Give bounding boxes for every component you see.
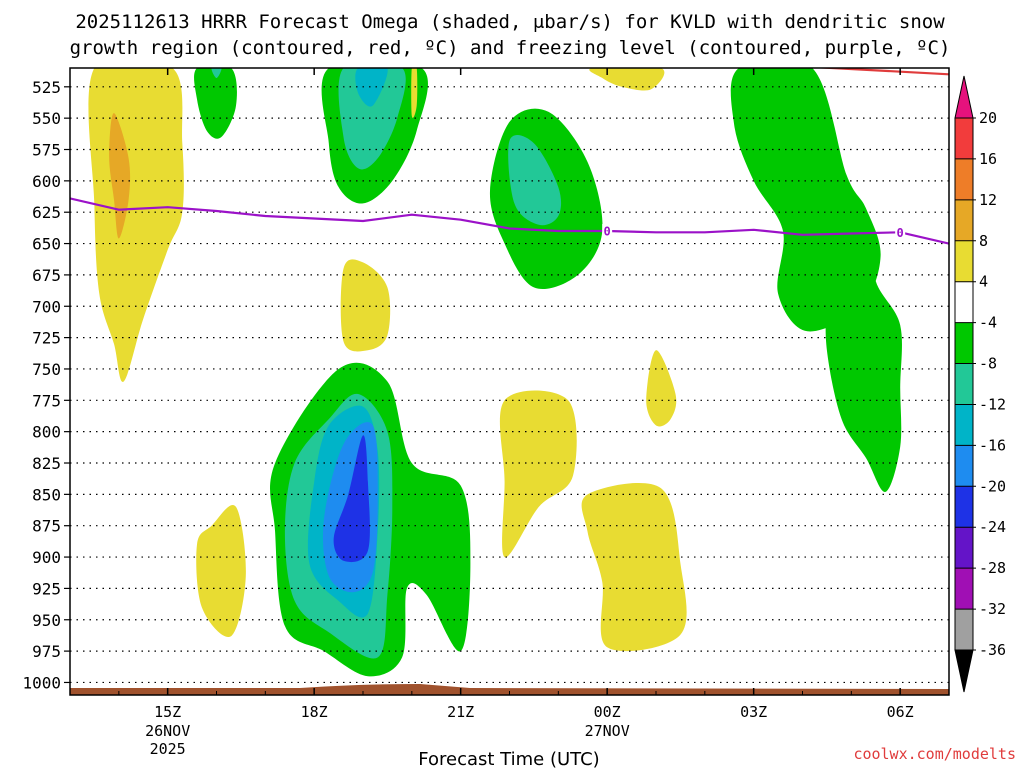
x-axis-label: Forecast Time (UTC) [418,749,599,768]
xtick-date-00Z: 27NOV [585,722,630,740]
colorbar-label-3: 12 [979,191,997,209]
omega-region-4 [211,68,222,78]
ytick-label-600: 600 [32,172,61,191]
freezing-level-label-2: 0 [897,226,904,240]
xtick-date-15Z: 26NOV [145,722,190,740]
ytick-label-875: 875 [32,517,61,536]
colorbar-label-14: -36 [979,641,1006,659]
colorbar-band-12 [955,568,973,610]
colorbar-band-5 [955,281,973,324]
omega-region-23 [333,435,370,563]
omega-region-17 [581,482,687,652]
colorbar-band-3 [955,199,973,242]
ytick-label-925: 925 [32,579,61,598]
colorbar-label-9: -16 [979,436,1006,454]
colorbar-band-13 [955,609,973,651]
omega-region-7 [355,68,388,107]
ytick-label-975: 975 [32,642,61,661]
ytick-label-525: 525 [32,78,61,97]
surface-terrain [70,684,949,695]
omega-region-3 [194,68,237,139]
ytick-label-950: 950 [32,611,61,630]
credit-text: coolwx.com/modelts [853,745,1016,763]
omega-region-2 [109,113,131,239]
colorbar-band-11 [955,527,973,569]
ytick-label-775: 775 [32,391,61,410]
ytick-label-1000: 1000 [22,673,61,692]
omega-region-6 [338,68,406,170]
colorbar-label-1: 20 [979,109,997,127]
dendritic-growth-contour [811,68,949,76]
colorbar-band-8 [955,404,973,446]
chart-title-line-2: growth region (contoured, red, ºC) and f… [70,37,951,59]
freezing-label-bg [895,225,906,239]
chart-title-line-1: 2025112613 HRRR Forecast Omega (shaded, … [75,11,945,33]
omega-region-8 [411,68,418,118]
colorbar-band-9 [955,445,973,487]
freezing-level-line [70,197,949,245]
omega-region-18 [196,504,246,637]
colorbar-band-7 [955,363,973,405]
xtick-label-06Z: 06Z [887,703,914,721]
colorbar-label-5: 4 [979,273,988,291]
ytick-label-825: 825 [32,454,61,473]
omega-region-15 [646,350,677,427]
colorbar: 20 16 12 8 4 -4 -8 -12 -16 -20 -24 -28 -32 -36 [954,75,1006,693]
ytick-label-650: 650 [32,235,61,254]
colorbar-label-13: -32 [979,600,1006,618]
omega-region-14 [340,259,391,352]
xtick-label-00Z: 00Z [594,703,621,721]
ytick-label-900: 900 [32,548,61,567]
ytick-label-575: 575 [32,141,61,160]
colorbar-label-2: 16 [979,150,997,168]
colorbar-band-10 [955,486,973,528]
ytick-label-750: 750 [32,360,61,379]
colorbar-label-6: -4 [979,314,997,332]
colorbar-label-7: -8 [979,355,997,373]
colorbar-label-4: 8 [979,232,988,250]
omega-region-10 [508,135,562,226]
ytick-label-625: 625 [32,203,61,222]
colorbar-band-6 [955,322,973,365]
xtick-label-15Z: 15Z [154,703,181,721]
ytick-label-800: 800 [32,423,61,442]
colorbar-band-4 [955,240,973,283]
colorbar-label-8: -12 [979,395,1006,413]
ytick-label-725: 725 [32,329,61,348]
freezing-level-label-1: 0 [604,225,611,239]
freezing-label-bg [602,224,613,238]
omega-region-13 [825,200,902,492]
colorbar-band-2 [955,158,973,201]
omega-region-11 [589,68,665,91]
colorbar-label-10: -20 [979,477,1006,495]
colorbar-label-11: -24 [979,518,1006,536]
colorbar-band-1 [955,118,973,160]
xtick-label-18Z: 18Z [301,703,328,721]
ytick-label-550: 550 [32,109,61,128]
pressure-axis: 525 550 575 600 625 650 675 700 725 750 775 800 825 8… [22,78,70,692]
ytick-label-700: 700 [32,297,61,316]
ytick-label-850: 850 [32,485,61,504]
xtick-label-03Z: 03Z [740,703,767,721]
colorbar-label-12: -28 [979,559,1006,577]
xtick-label-21Z: 21Z [447,703,474,721]
xtick-year-15Z: 2025 [150,740,186,758]
ytick-label-675: 675 [32,266,61,285]
